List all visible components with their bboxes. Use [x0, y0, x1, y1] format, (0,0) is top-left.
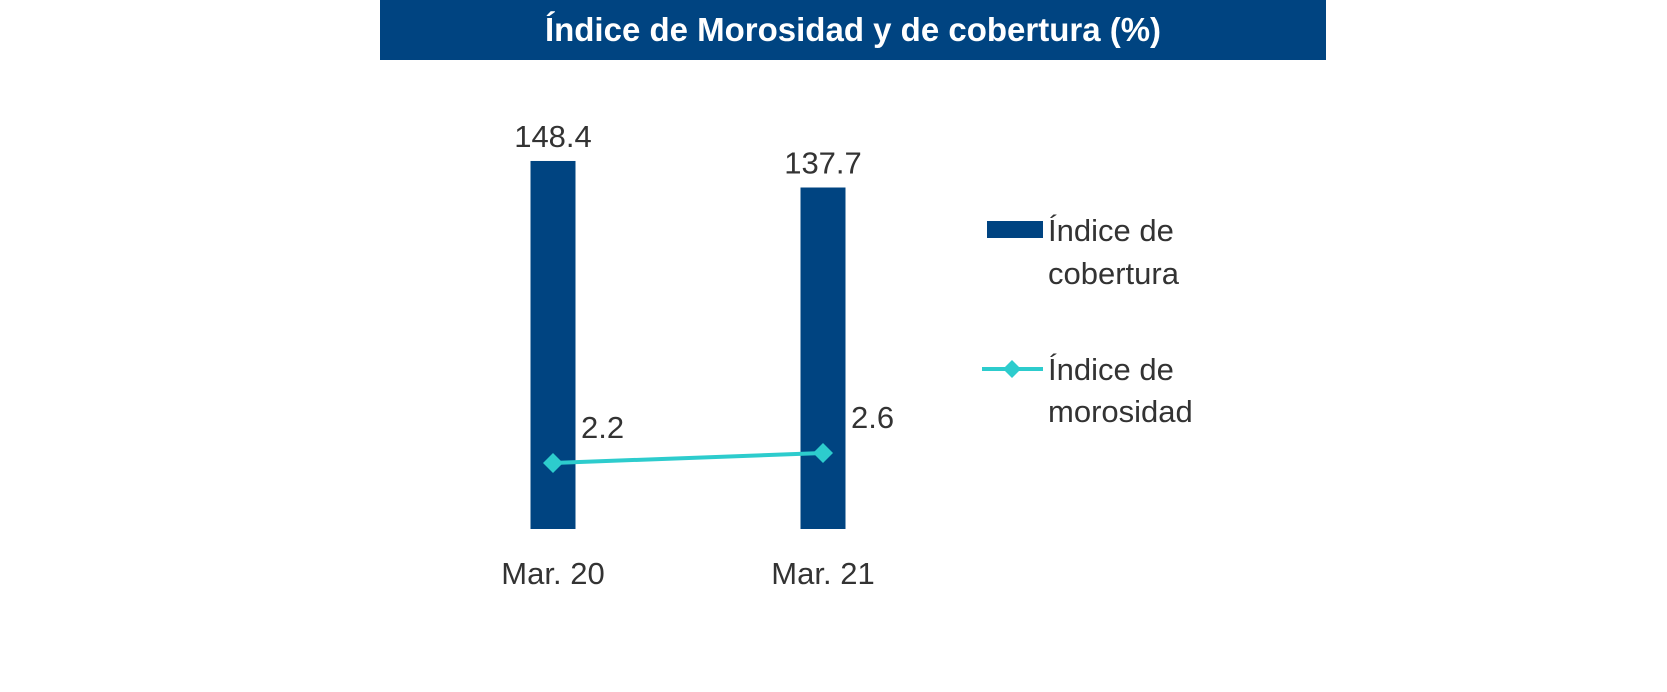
- bar-cobertura-0: [530, 160, 576, 529]
- bar-cobertura-1: [800, 187, 846, 529]
- legend-label-cobertura-2: cobertura: [1048, 256, 1180, 291]
- legend-label-morosidad-1: Índice de: [1048, 352, 1174, 387]
- marker-morosidad-1: [813, 443, 833, 463]
- legend-label-morosidad-2: morosidad: [1048, 394, 1193, 429]
- line-morosidad: [552, 451, 824, 465]
- legend-swatch-cobertura: [987, 221, 1043, 238]
- legend-label-cobertura-1: Índice de: [1048, 213, 1174, 248]
- legend-marker-morosidad: [1003, 360, 1021, 378]
- line-value-label-0: 2.2: [581, 410, 624, 445]
- labels-layer: 148.4 137.7 2.2 2.6 Mar. 20 Mar. 21: [501, 119, 894, 591]
- line-layer: [543, 443, 833, 473]
- bars-layer: [530, 160, 846, 529]
- bar-value-label-1: 137.7: [784, 146, 862, 181]
- x-tick-label-0: Mar. 20: [501, 556, 604, 591]
- legend: Índice de cobertura Índice de morosidad: [982, 213, 1193, 429]
- marker-morosidad-0: [543, 453, 563, 473]
- chart-title: Índice de Morosidad y de cobertura (%): [380, 0, 1326, 60]
- bar-value-label-0: 148.4: [514, 119, 592, 154]
- x-tick-label-1: Mar. 21: [771, 556, 874, 591]
- line-value-label-1: 2.6: [851, 400, 894, 435]
